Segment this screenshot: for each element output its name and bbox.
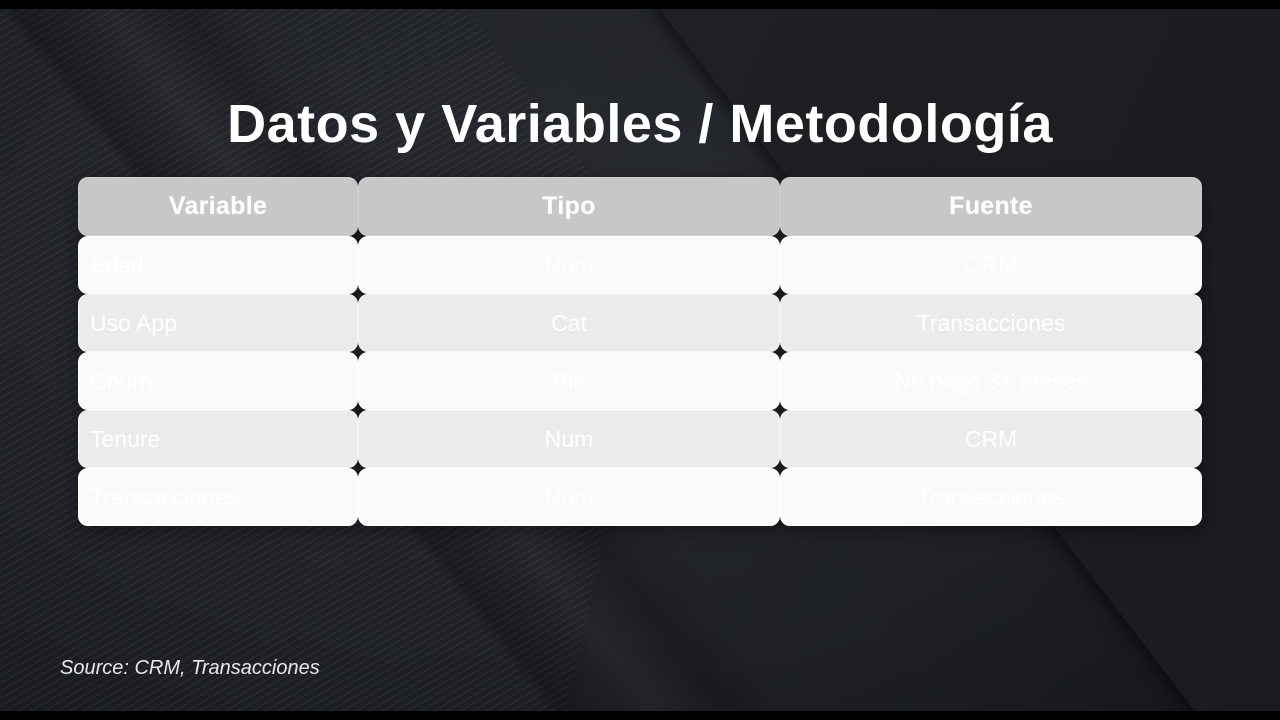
source-note: Source: CRM, Transacciones bbox=[60, 657, 320, 679]
cell-tipo: Num bbox=[358, 410, 780, 468]
table-row: Edad Num CRM bbox=[78, 236, 1202, 294]
table-row: Uso App Cat Transacciones bbox=[78, 294, 1202, 352]
column-header-variable: Variable bbox=[78, 177, 358, 236]
cell-fuente: Transacciones bbox=[780, 468, 1202, 526]
cell-fuente: Transacciones bbox=[780, 294, 1202, 352]
cell-fuente: CRM bbox=[780, 236, 1202, 294]
cell-tipo: Num bbox=[358, 468, 780, 526]
letterbox-bar-top bbox=[0, 0, 1280, 9]
cell-variable: Tenure bbox=[78, 410, 358, 468]
cell-variable: Edad bbox=[78, 236, 358, 294]
cell-tipo: Cat bbox=[358, 294, 780, 352]
cell-fuente: CRM bbox=[780, 410, 1202, 468]
cell-variable: Uso App bbox=[78, 294, 358, 352]
table-body: Edad Num CRM Uso App Cat Transacciones C… bbox=[78, 236, 1202, 526]
cell-tipo: Bin bbox=[358, 352, 780, 410]
table-row: Churn Bin No pago 3+ meses bbox=[78, 352, 1202, 410]
table-row: Tenure Num CRM bbox=[78, 410, 1202, 468]
table-row: Transacciones Num Transacciones bbox=[78, 468, 1202, 526]
table-header-row: Variable Tipo Fuente bbox=[78, 177, 1202, 236]
column-header-tipo: Tipo bbox=[358, 177, 780, 236]
column-header-fuente: Fuente bbox=[780, 177, 1202, 236]
slide-title: Datos y Variables / Metodología bbox=[227, 94, 1053, 155]
letterbox-bar-bottom bbox=[0, 711, 1280, 720]
cell-variable: Churn bbox=[78, 352, 358, 410]
data-table: Variable Tipo Fuente Edad Num CRM Uso Ap… bbox=[78, 177, 1202, 526]
cell-tipo: Num bbox=[358, 236, 780, 294]
cell-fuente: No pago 3+ meses bbox=[780, 352, 1202, 410]
cell-variable: Transacciones bbox=[78, 468, 358, 526]
